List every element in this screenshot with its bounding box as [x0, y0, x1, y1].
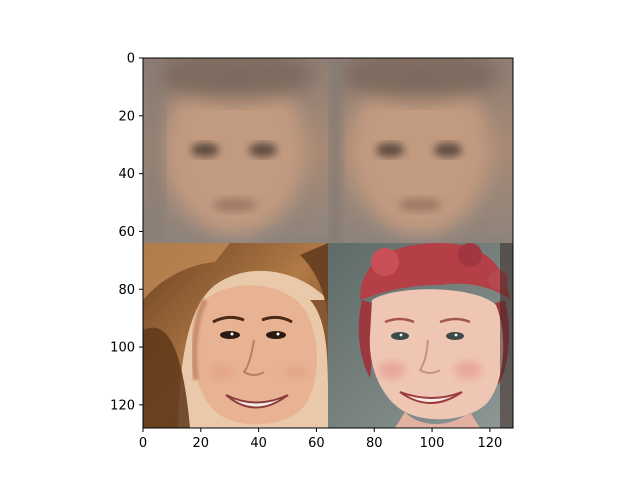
y-tick-label: 40: [118, 167, 135, 182]
y-tick-label: 100: [110, 341, 135, 356]
x-tick-label: 60: [308, 436, 325, 451]
y-tick-label: 120: [110, 398, 135, 413]
face-photo-tile-right: [328, 243, 513, 428]
x-tick-label: 80: [366, 436, 383, 451]
x-tick-label: 0: [139, 436, 147, 451]
x-tick-label: 40: [250, 436, 267, 451]
y-tick-label: 20: [118, 109, 135, 124]
x-tick-label: 120: [477, 436, 502, 451]
face-photo-tile-left: [143, 243, 328, 428]
y-tick-label: 80: [118, 283, 135, 298]
y-axis-ticks: 0 20 40 60 80 100 120: [110, 52, 143, 413]
x-tick-label: 20: [193, 436, 210, 451]
x-axis-ticks: 0 20 40 60 80 100 120: [139, 428, 502, 451]
mean-face-tile-right: [328, 58, 513, 243]
x-tick-label: 100: [420, 436, 445, 451]
mean-face-tile-left: [143, 58, 328, 243]
y-tick-label: 60: [118, 225, 135, 240]
y-tick-label: 0: [127, 52, 135, 67]
axes-frame: [142, 57, 514, 429]
